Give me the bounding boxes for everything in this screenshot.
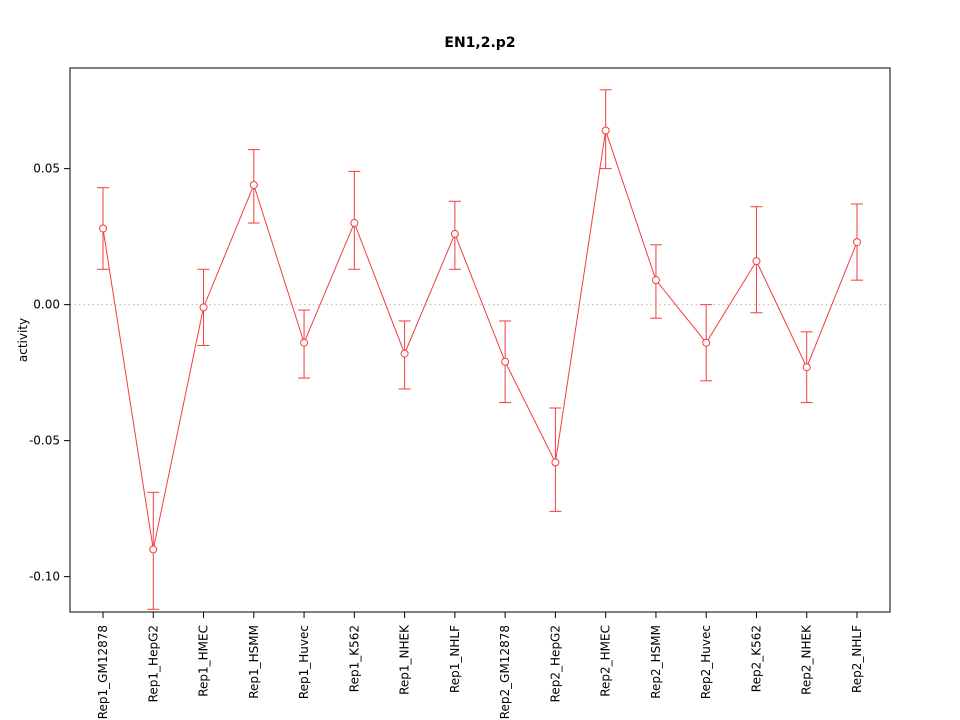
- y-tick-label: -0.10: [29, 570, 60, 584]
- data-point: [752, 257, 761, 266]
- data-point: [249, 180, 258, 189]
- data-point: [601, 126, 610, 135]
- x-tick-label: Rep2_HSMM: [649, 625, 663, 699]
- x-tick-label: Rep2_Huvec: [699, 625, 713, 699]
- series-line: [102, 130, 858, 550]
- data-point: [853, 238, 861, 247]
- data-point: [551, 458, 560, 467]
- x-tick-label: Rep1_HMEC: [197, 625, 211, 697]
- data-point: [300, 338, 309, 347]
- data-point: [350, 219, 359, 228]
- y-tick-label: 0.05: [33, 162, 60, 176]
- y-tick-label: -0.05: [29, 434, 60, 448]
- data-point: [99, 224, 107, 233]
- data-point: [651, 276, 660, 285]
- y-axis-label: activity: [16, 318, 30, 362]
- x-tick-label: Rep1_Huvec: [297, 625, 311, 699]
- x-tick-label: Rep1_HepG2: [146, 625, 160, 702]
- data-point: [802, 363, 811, 372]
- x-tick-label: Rep1_GM12878: [96, 625, 110, 719]
- x-tick-label: Rep2_GM12878: [498, 625, 512, 719]
- x-tick-label: Rep2_NHEK: [800, 624, 814, 695]
- data-point: [450, 229, 459, 238]
- data-point: [149, 545, 158, 554]
- y-tick-label: 0.00: [33, 298, 60, 312]
- x-tick-label: Rep1_NHLF: [448, 625, 462, 693]
- x-tick-label: Rep2_K562: [749, 625, 763, 692]
- x-tick-label: Rep2_NHLF: [850, 625, 864, 693]
- data-point: [400, 349, 409, 358]
- x-tick-label: Rep2_HepG2: [548, 625, 562, 702]
- data-point: [702, 338, 711, 347]
- x-tick-label: Rep1_NHEK: [398, 624, 412, 695]
- x-tick-label: Rep1_K562: [347, 625, 361, 692]
- chart-title: EN1,2.p2: [444, 35, 515, 51]
- data-point: [501, 357, 510, 366]
- x-tick-label: Rep2_HMEC: [599, 625, 613, 697]
- plot-area: 0.05 0.00 -0.05 -0.10 Rep1_GM12878 Rep1_HepG2…: [29, 67, 891, 719]
- plot-border: [69, 67, 891, 613]
- data-point: [199, 303, 208, 312]
- x-tick-label: Rep1_HSMM: [247, 625, 261, 699]
